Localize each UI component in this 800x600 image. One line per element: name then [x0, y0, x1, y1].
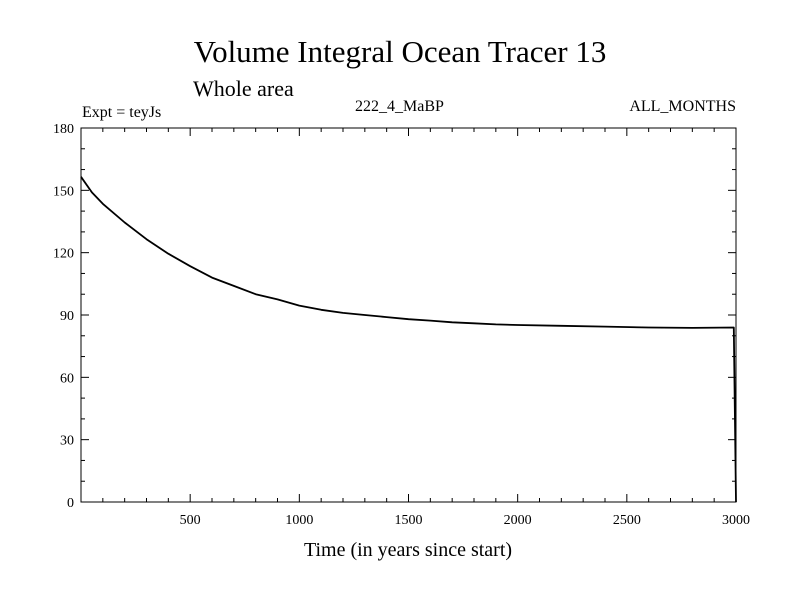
run-label: 222_4_MaBP — [355, 98, 444, 115]
x-tick-label: 1500 — [395, 513, 423, 528]
y-tick-label: 120 — [53, 247, 74, 262]
y-tick-label: 180 — [53, 122, 74, 137]
x-tick-label: 3000 — [722, 513, 750, 528]
chart-title: Volume Integral Ocean Tracer 13 — [193, 34, 607, 69]
x-tick-label: 1000 — [285, 513, 313, 528]
months-label: ALL_MONTHS — [629, 98, 736, 115]
axis-ticks — [81, 128, 736, 502]
chart-subtitle: Whole area — [193, 76, 294, 101]
y-tick-label: 0 — [67, 496, 74, 511]
series-line-tracer-13 — [80, 176, 737, 503]
y-tick-label: 150 — [53, 184, 74, 199]
experiment-label: Expt = teyJs — [82, 104, 162, 121]
x-tick-label: 2000 — [504, 513, 532, 528]
y-tick-label: 60 — [60, 371, 74, 386]
plot-frame — [80, 127, 737, 503]
tick-labels: 500 1000 1500 2000 2500 3000 0 30 60 90 120 150 180 — [53, 122, 750, 528]
x-tick-label: 500 — [180, 513, 201, 528]
y-tick-label: 30 — [60, 434, 74, 449]
y-tick-label: 90 — [60, 309, 74, 324]
x-tick-label: 2500 — [613, 513, 641, 528]
x-axis-title: Time (in years since start) — [304, 539, 512, 561]
